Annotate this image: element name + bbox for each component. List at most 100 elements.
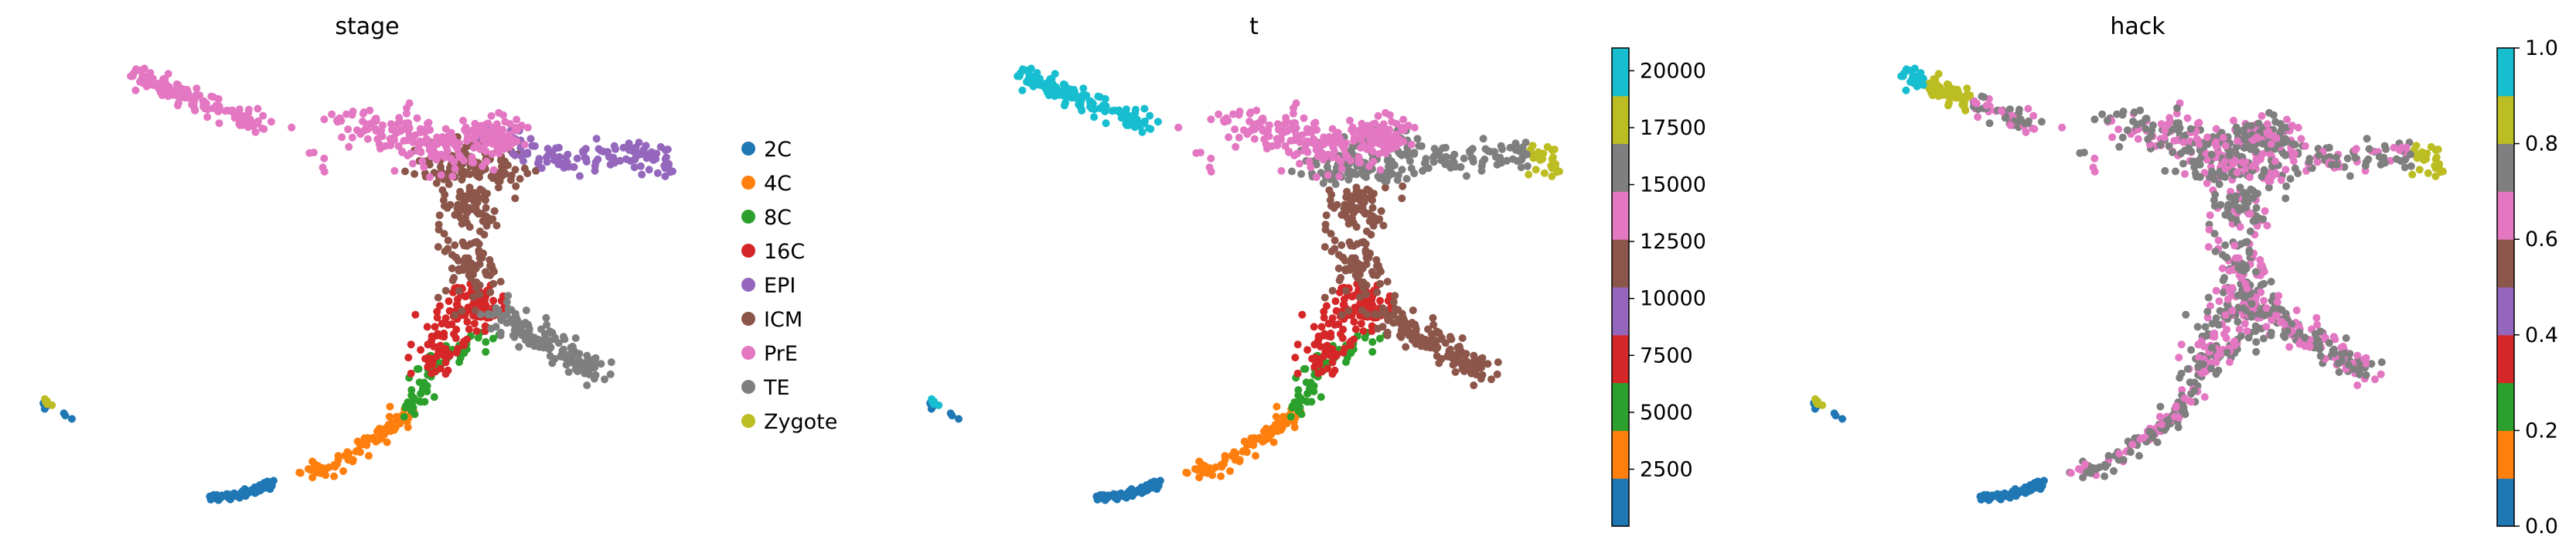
scatter-point — [1351, 264, 1359, 272]
scatter-point — [387, 120, 395, 128]
scatter-point — [1113, 107, 1122, 115]
legend-marker — [741, 278, 755, 292]
colorbar-segment — [2497, 382, 2514, 431]
scatter-point — [479, 217, 487, 225]
scatter-point — [394, 120, 402, 128]
scatter-point — [1276, 133, 1285, 142]
scatter-point — [2005, 105, 2014, 114]
scatter-point — [1997, 107, 2005, 115]
scatter-point — [1362, 210, 1371, 218]
scatter-point — [1334, 264, 1343, 272]
scatter-point — [469, 144, 478, 152]
scatter-point — [2130, 108, 2138, 116]
scatter-point — [2282, 182, 2291, 190]
scatter-point — [369, 433, 377, 442]
scatter-point — [1399, 115, 1408, 124]
scatter-point — [546, 352, 554, 361]
scatter-point — [2291, 164, 2299, 173]
scatter-point — [2246, 227, 2254, 235]
scatter-point — [371, 115, 380, 123]
legend-marker — [741, 244, 755, 258]
scatter-point — [564, 368, 573, 376]
scatter-point — [2353, 351, 2362, 360]
scatter-point — [1931, 74, 1940, 83]
scatter-point — [2297, 135, 2305, 143]
scatter-point — [1548, 172, 1556, 180]
scatter-point — [413, 114, 421, 122]
scatter-point — [2157, 120, 2165, 128]
scatter-point — [464, 254, 472, 262]
scatter-point — [482, 203, 490, 212]
scatter-point — [1902, 86, 1910, 94]
scatter-point — [2172, 402, 2180, 410]
scatter-point — [1383, 331, 1392, 340]
scatter-point — [544, 151, 553, 159]
scatter-point — [2181, 410, 2189, 419]
scatter-point — [2242, 265, 2251, 273]
scatter-point — [2269, 111, 2278, 119]
scatter-point — [479, 162, 486, 170]
panel-title-t: t — [1249, 13, 1259, 40]
colorbar-tick-label: 1.0 — [2525, 36, 2558, 60]
scatter-point — [250, 489, 259, 498]
scatter-point — [407, 386, 416, 394]
scatter-point — [349, 456, 357, 464]
scatter-point — [1447, 335, 1456, 344]
scatter-point — [2247, 299, 2256, 308]
scatter-point — [2346, 172, 2354, 180]
scatter-point — [1307, 386, 1315, 395]
scatter-point — [513, 327, 521, 335]
scatter-point — [2002, 114, 2011, 122]
scatter-point — [583, 351, 591, 360]
scatter-point — [1484, 360, 1492, 368]
scatter-point — [1349, 142, 1357, 151]
legend-marker — [741, 176, 755, 190]
scatter-point — [2375, 152, 2383, 161]
scatter-point — [2202, 332, 2210, 340]
scatter-point — [1389, 311, 1398, 320]
scatter-point — [462, 169, 471, 176]
scatter-point — [2252, 338, 2261, 346]
scatter-point — [2103, 116, 2111, 125]
scatter-point — [386, 402, 394, 411]
scatter-point — [1260, 135, 1269, 143]
scatter-point — [2220, 158, 2229, 166]
scatter-point — [2144, 135, 2152, 143]
scatter-point — [1460, 154, 1468, 162]
scatter-point — [502, 134, 510, 142]
scatter-point — [1514, 144, 1522, 152]
scatter-point — [1293, 149, 1301, 158]
scatter-point — [1536, 156, 1545, 164]
scatter-point — [42, 398, 50, 406]
scatter-point — [236, 121, 244, 129]
scatter-point — [462, 123, 470, 132]
scatter-point — [451, 165, 459, 173]
panel-stage: stage 2C 4C 8C 16C EPI ICM PrE TE Zygote — [39, 13, 837, 504]
scatter-point — [373, 135, 382, 143]
scatter-point — [496, 140, 505, 149]
scatter-point — [472, 238, 481, 246]
scatter-point — [1460, 361, 1469, 369]
scatter-point — [1478, 158, 1487, 166]
scatter-point — [2034, 481, 2043, 490]
scatter-point — [353, 126, 361, 135]
scatter-point — [196, 91, 204, 100]
scatter-point — [2135, 452, 2143, 460]
scatter-point — [1235, 108, 1244, 115]
scatter-point — [2281, 166, 2290, 174]
scatter-point — [459, 116, 467, 125]
scatter-point — [1365, 162, 1373, 170]
scatter-point — [2407, 150, 2414, 159]
scatter-point — [1494, 358, 1502, 367]
scatter-point — [2242, 203, 2251, 212]
legend-marker — [741, 142, 755, 156]
scatter-point — [1291, 119, 1300, 127]
scatter-point — [1290, 104, 1297, 112]
scatter-point — [567, 357, 576, 365]
scatter-point — [383, 438, 391, 446]
scatter-point — [2279, 138, 2288, 147]
scatter-point — [546, 327, 554, 336]
scatter-point — [1433, 352, 1441, 361]
scatter-point — [2301, 142, 2309, 150]
scatter-point — [1322, 211, 1331, 220]
